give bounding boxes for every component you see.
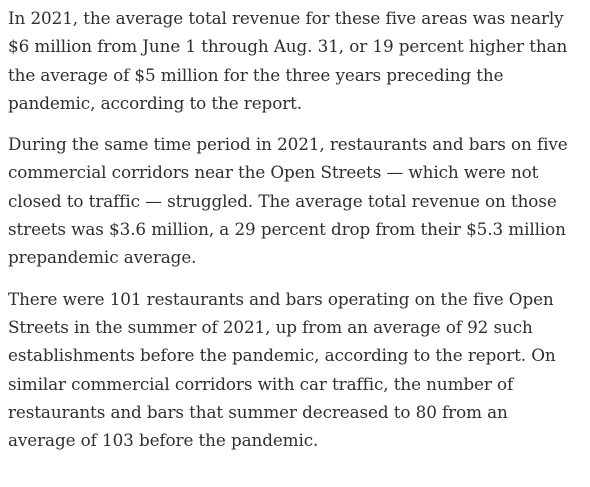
text-line: similar commercial corridors with car tr…	[8, 373, 514, 394]
text-line: In 2021, the average total revenue for t…	[8, 8, 564, 28]
text-line: closed to traffic — struggled. The avera…	[8, 190, 557, 211]
text-line: restaurants and bars that summer decreas…	[8, 401, 508, 422]
paragraph-restaurant-counts: There were 101 restaurants and bars oper…	[8, 285, 580, 455]
text-line: streets was $3.6 million, a 29 percent d…	[8, 219, 566, 240]
text-line: pandemic, according to the report.	[8, 92, 302, 113]
text-line: There were 101 restaurants and bars oper…	[8, 288, 554, 309]
text-line: prepandemic average.	[8, 247, 197, 268]
text-line: $6 million from June 1 through Aug. 31, …	[8, 36, 568, 57]
text-line: Streets in the summer of 2021, up from a…	[8, 316, 533, 337]
text-line: During the same time period in 2021, res…	[8, 134, 568, 155]
text-line: average of 103 before the pandemic.	[8, 430, 319, 451]
paragraph-revenue-open-streets: In 2021, the average total revenue for t…	[8, 4, 580, 117]
text-line: establishments before the pandemic, acco…	[8, 345, 556, 366]
text-line: commercial corridors near the Open Stree…	[8, 162, 539, 183]
text-line: the average of $5 million for the three …	[8, 64, 504, 85]
paragraph-revenue-other-corridors: During the same time period in 2021, res…	[8, 130, 580, 271]
